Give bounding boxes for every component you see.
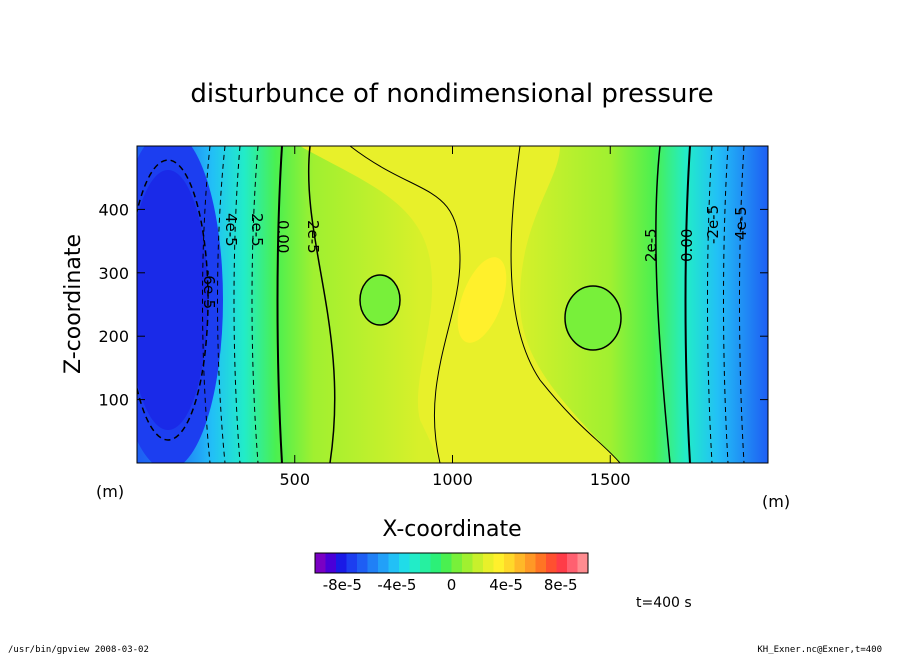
contour-label-6: 2e-5 — [642, 228, 660, 262]
colorbar-swatch — [556, 553, 568, 573]
x-tick-label: 1000 — [432, 470, 473, 489]
colorbar-swatch — [430, 553, 442, 573]
colorbar-swatch — [483, 553, 494, 573]
colorbar-swatch — [420, 553, 431, 573]
colorbar-swatch — [514, 553, 526, 573]
y-tick-label: 200 — [98, 327, 129, 346]
y-tick-label: 100 — [98, 391, 129, 410]
colorbar-frame — [314, 552, 589, 574]
colorbar-swatch — [472, 553, 484, 573]
high-core — [457, 257, 507, 343]
x-unit-label: (m) — [762, 492, 790, 511]
x-axis-title: X-coordinate — [382, 517, 521, 542]
contour-lines — [137, 146, 745, 463]
colorbar-swatch — [315, 553, 326, 573]
colorbar-swatch — [504, 553, 515, 573]
y-axis-title: Z-coordinate — [61, 234, 86, 374]
contour-label-5: -6e-5 — [200, 270, 218, 309]
colorbar-swatch — [451, 553, 463, 573]
green-blob-left — [360, 275, 400, 325]
colorbar-swatch — [567, 553, 578, 573]
colorbar-swatch — [462, 553, 473, 573]
colorbar: -8e-5 -4e-5 0 4e-5 8e-5 — [314, 552, 589, 594]
colorbar-swatch — [546, 553, 557, 573]
colorbar-swatch — [325, 553, 337, 573]
colorbar-swatch — [367, 553, 379, 573]
colorbar-swatch — [336, 553, 347, 573]
plot-area: 4e-5 2e-5 0.00 2e-5 -6e-5 2e-5 0.00 -2e-… — [136, 145, 769, 464]
low-core — [137, 170, 208, 430]
y-axis: 100 200 300 400 — [98, 200, 768, 410]
time-label: t=400 s — [636, 595, 692, 611]
colorbar-swatch — [346, 553, 358, 573]
colorbar-swatch — [378, 553, 389, 573]
footer-left: /usr/bin/gpview 2008-03-02 — [8, 645, 149, 654]
contour-label-3: 0.00 — [274, 220, 292, 253]
y-tick-label: 300 — [98, 264, 129, 283]
y-tick-label: 400 — [98, 200, 129, 219]
x-axis: 500 1000 1500 — [279, 146, 631, 489]
colorbar-swatch — [357, 553, 368, 573]
contour-label-2: 2e-5 — [248, 213, 266, 247]
colorbar-tick-label: -8e-5 — [323, 576, 362, 594]
contour-label-9: 4e-5 — [732, 206, 750, 240]
colorbar-swatch — [409, 553, 421, 573]
contour-label-4: 2e-5 — [304, 220, 322, 254]
colorbar-tick-label: -4e-5 — [377, 576, 416, 594]
colorbar-swatch — [525, 553, 536, 573]
contour-label-1: 4e-5 — [222, 213, 240, 247]
colorbar-swatch — [493, 553, 505, 573]
colorbar-swatch — [399, 553, 410, 573]
y-unit-label: (m) — [96, 482, 124, 501]
colorbar-tick-label: 4e-5 — [489, 576, 523, 594]
footer-right: KH_Exner.nc@Exner,t=400 — [757, 645, 882, 654]
x-tick-label: 500 — [279, 470, 310, 489]
colorbar-swatch — [577, 553, 589, 573]
colorbar-swatch — [388, 553, 400, 573]
colorbar-tick-label: 8e-5 — [544, 576, 578, 594]
chart-title: disturbunce of nondimensional pressure — [190, 79, 713, 109]
contour-label-8: -2e-5 — [704, 205, 722, 244]
colorbar-swatch — [535, 553, 547, 573]
x-tick-label: 1500 — [590, 470, 631, 489]
colorbar-tick-label: 0 — [447, 576, 457, 594]
contour-label-7: 0.00 — [678, 229, 696, 262]
colorbar-swatch — [441, 553, 452, 573]
green-blob-right — [565, 286, 621, 350]
